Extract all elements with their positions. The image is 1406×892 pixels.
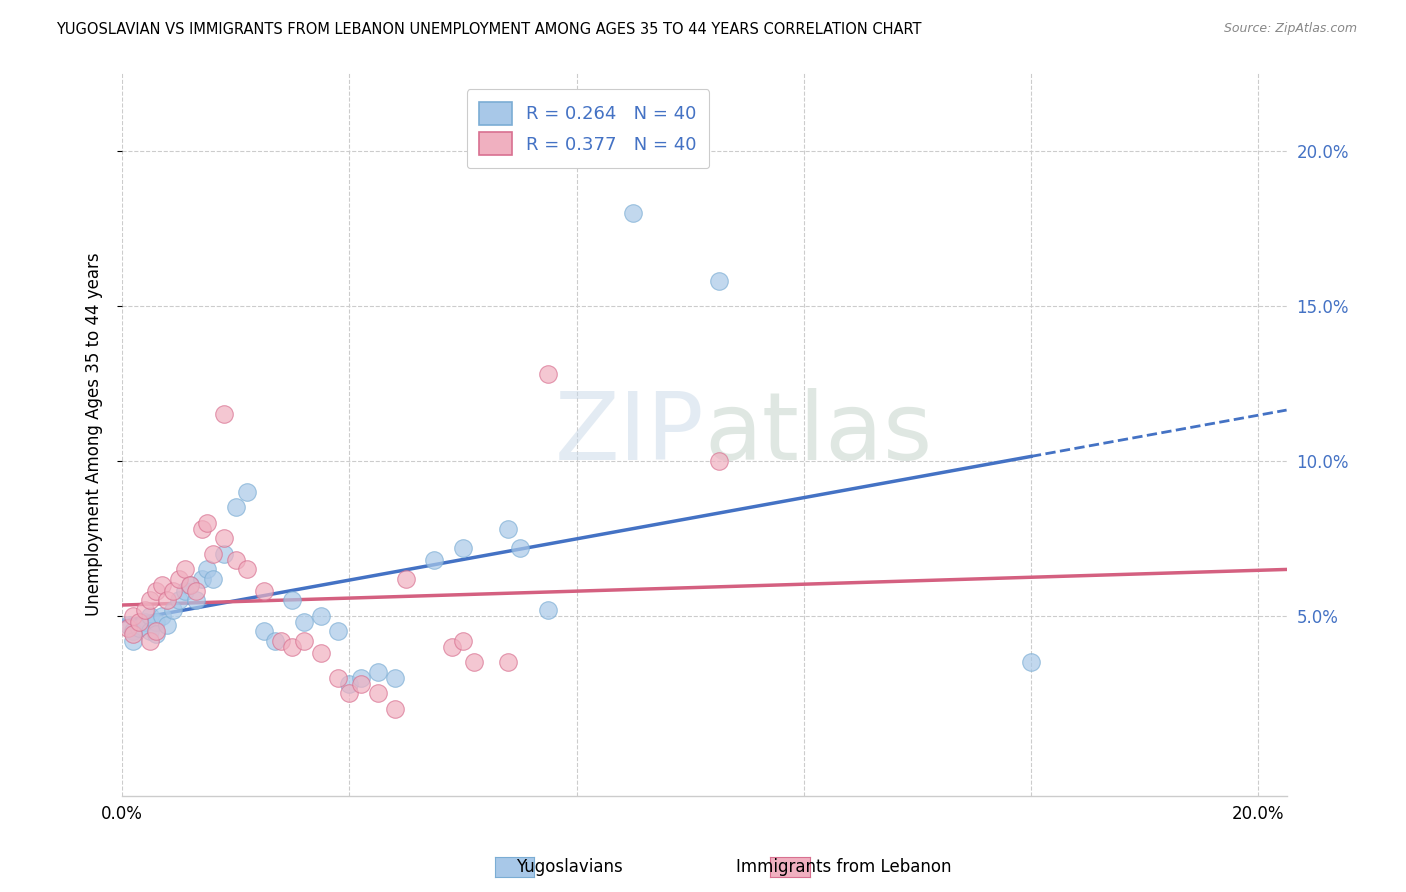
Point bbox=[337, 686, 360, 700]
Point bbox=[167, 572, 190, 586]
Point bbox=[150, 578, 173, 592]
Point bbox=[264, 633, 287, 648]
Point bbox=[236, 484, 259, 499]
Text: atlas: atlas bbox=[704, 388, 932, 481]
Point bbox=[128, 621, 150, 635]
Point bbox=[537, 602, 560, 616]
Point bbox=[707, 274, 730, 288]
Point bbox=[621, 205, 644, 219]
Point bbox=[350, 677, 373, 691]
Point bbox=[150, 608, 173, 623]
Point bbox=[214, 531, 236, 545]
Point bbox=[173, 584, 195, 599]
Point bbox=[281, 593, 304, 607]
Y-axis label: Unemployment Among Ages 35 to 44 years: Unemployment Among Ages 35 to 44 years bbox=[86, 252, 103, 616]
Legend: R = 0.264   N = 40, R = 0.377   N = 40: R = 0.264 N = 40, R = 0.377 N = 40 bbox=[467, 89, 709, 168]
Point bbox=[122, 627, 145, 641]
Point bbox=[236, 562, 259, 576]
Point bbox=[367, 665, 389, 679]
Point bbox=[179, 578, 201, 592]
Point bbox=[281, 640, 304, 654]
Point bbox=[128, 615, 150, 629]
Point bbox=[225, 553, 247, 567]
Point bbox=[367, 686, 389, 700]
Point bbox=[162, 602, 184, 616]
Point bbox=[145, 584, 167, 599]
Point bbox=[134, 602, 156, 616]
Point bbox=[122, 624, 145, 639]
Point bbox=[326, 671, 349, 685]
Point bbox=[509, 541, 531, 555]
Point bbox=[145, 615, 167, 629]
Point bbox=[395, 572, 418, 586]
Point bbox=[350, 671, 373, 685]
Point bbox=[463, 656, 485, 670]
Point bbox=[139, 608, 162, 623]
Point bbox=[139, 624, 162, 639]
Point bbox=[292, 633, 315, 648]
Point bbox=[179, 578, 201, 592]
Text: Yugoslavians: Yugoslavians bbox=[516, 858, 623, 876]
Point bbox=[139, 593, 162, 607]
Point bbox=[201, 547, 224, 561]
Point bbox=[309, 608, 332, 623]
Point bbox=[423, 553, 446, 567]
Point bbox=[195, 562, 218, 576]
Point bbox=[537, 367, 560, 381]
Point bbox=[162, 584, 184, 599]
Text: YUGOSLAVIAN VS IMMIGRANTS FROM LEBANON UNEMPLOYMENT AMONG AGES 35 TO 44 YEARS CO: YUGOSLAVIAN VS IMMIGRANTS FROM LEBANON U… bbox=[56, 22, 922, 37]
Point bbox=[309, 646, 332, 660]
Point bbox=[384, 702, 406, 716]
Point bbox=[190, 572, 212, 586]
Point bbox=[190, 522, 212, 536]
Point bbox=[292, 615, 315, 629]
Point bbox=[145, 627, 167, 641]
Point bbox=[156, 593, 179, 607]
Point bbox=[337, 677, 360, 691]
Text: Immigrants from Lebanon: Immigrants from Lebanon bbox=[735, 858, 952, 876]
Point bbox=[214, 407, 236, 421]
Point bbox=[270, 633, 292, 648]
Point bbox=[134, 615, 156, 629]
Point bbox=[167, 593, 190, 607]
Point bbox=[173, 562, 195, 576]
Point bbox=[195, 516, 218, 530]
Point bbox=[225, 500, 247, 515]
Point bbox=[253, 624, 276, 639]
Point bbox=[451, 633, 474, 648]
Point bbox=[1019, 656, 1042, 670]
Point bbox=[201, 572, 224, 586]
Text: Source: ZipAtlas.com: Source: ZipAtlas.com bbox=[1223, 22, 1357, 36]
Point bbox=[145, 624, 167, 639]
Point bbox=[184, 584, 207, 599]
Point bbox=[707, 454, 730, 468]
Point bbox=[122, 633, 145, 648]
Point bbox=[498, 656, 520, 670]
Point bbox=[326, 624, 349, 639]
Point bbox=[253, 584, 276, 599]
Point bbox=[156, 618, 179, 632]
Point bbox=[451, 541, 474, 555]
Point bbox=[384, 671, 406, 685]
Point bbox=[498, 522, 520, 536]
Point bbox=[214, 547, 236, 561]
Point bbox=[117, 618, 139, 632]
Point bbox=[139, 633, 162, 648]
Point bbox=[184, 593, 207, 607]
Point bbox=[440, 640, 463, 654]
Point bbox=[122, 608, 145, 623]
Point bbox=[117, 621, 139, 635]
Text: ZIP: ZIP bbox=[555, 388, 704, 481]
